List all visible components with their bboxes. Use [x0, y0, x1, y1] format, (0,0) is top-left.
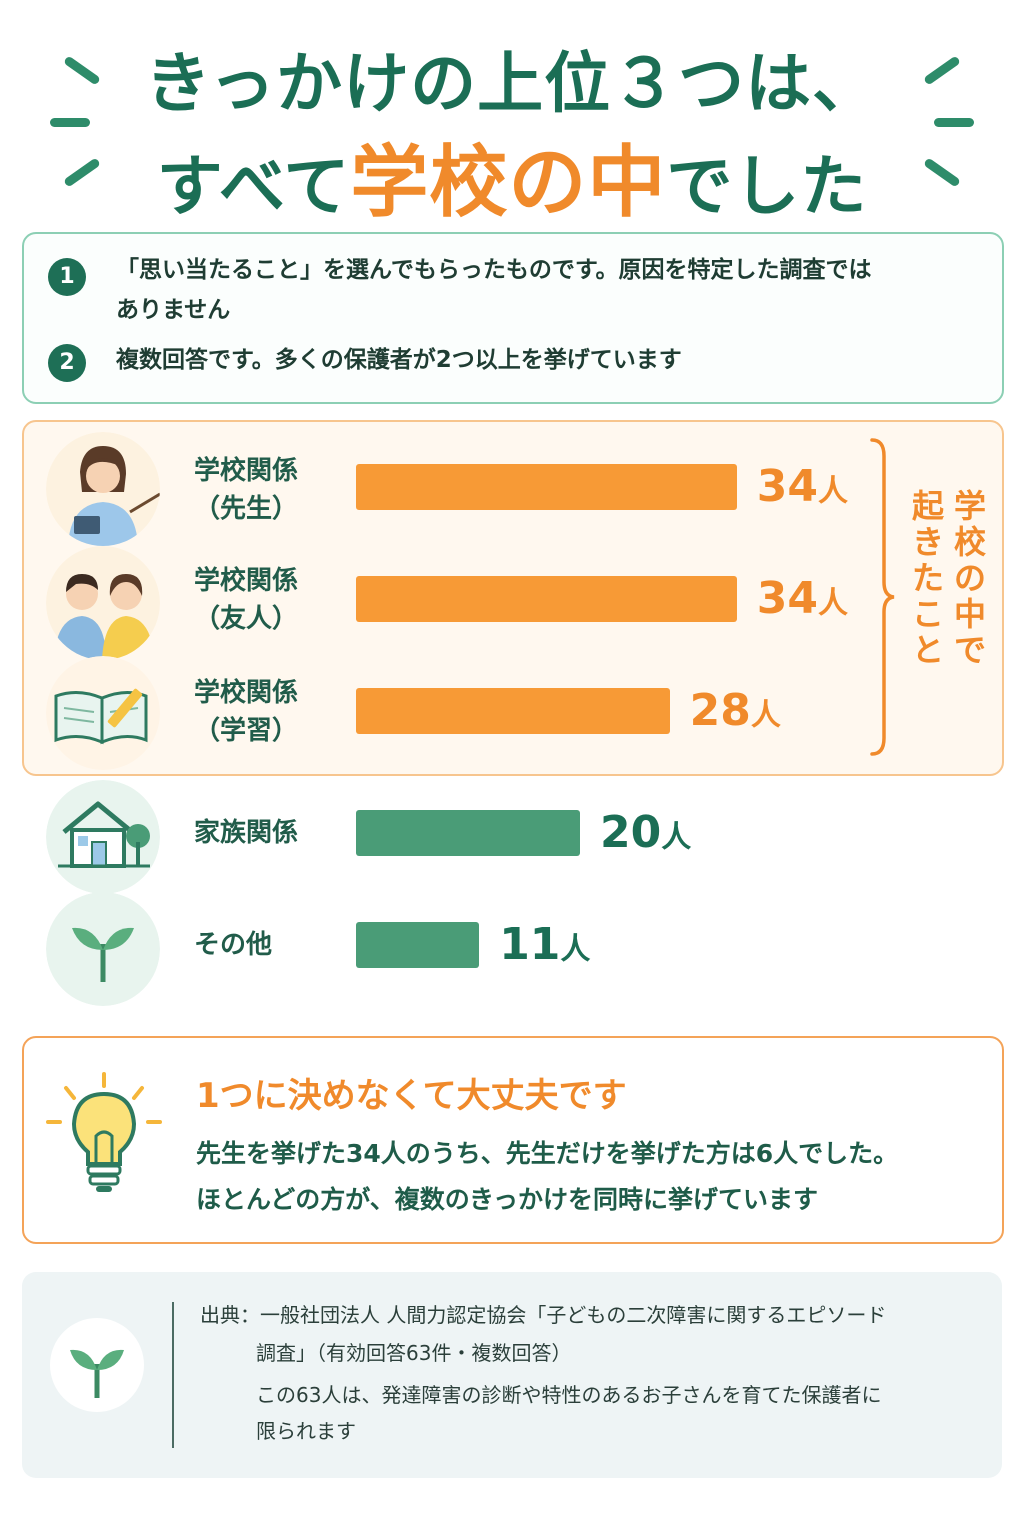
note-number-1: 1: [48, 258, 86, 296]
tip-line-1: 先生を挙げた34人のうち、先生だけを挙げた方は6人でした。: [196, 1139, 899, 1168]
note-1-line2: ありません: [116, 297, 231, 323]
source-sprout-icon: [50, 1318, 144, 1412]
source-box: [22, 1272, 1002, 1478]
tip-title: 1つに決めなくて大丈夫です: [196, 1076, 627, 1116]
bar-3: [356, 810, 580, 856]
title-pre: すべて: [156, 148, 351, 225]
source-line-4: 限られます: [256, 1419, 356, 1443]
sprout-icon: [46, 892, 160, 1006]
teacher-icon: [46, 432, 160, 546]
bar-2: [356, 688, 670, 734]
source-line-1: 出典：一般社団法人 人間力認定協会「子どもの二次障害に関するエピソード: [200, 1303, 887, 1327]
lightbulb-icon: [46, 1072, 162, 1192]
page-title-line1: きっかけの上位３つは、: [144, 45, 880, 122]
value-label-1: 34人: [756, 573, 849, 624]
category-label-3: 家族関係: [194, 818, 299, 848]
source-line-2: 調査」（有効回答63件・複数回答）: [256, 1341, 572, 1365]
sparkle-right-2: [934, 118, 974, 127]
notes-box: [22, 232, 1004, 404]
bracket-label-col1: 学校の中で: [953, 487, 986, 669]
friends-icon: [46, 546, 160, 660]
page-title-line2: すべて学校の中でした: [0, 120, 1024, 232]
value-label-0: 34人: [756, 461, 849, 512]
category-label-2: 学校関係 （学習）: [194, 678, 299, 746]
category-label-1: 学校関係 （友人）: [194, 566, 299, 634]
value-label-4: 11人: [499, 919, 591, 970]
note-number-2: 2: [48, 344, 86, 382]
note-1-line1: 「思い当たること」を選んでもらったものです。原因を特定した調査では: [116, 257, 872, 283]
note-2-line1: 複数回答です。多くの保護者が2つ以上を挙げています: [116, 347, 682, 373]
bar-0: [356, 464, 737, 510]
group-brace: [870, 438, 895, 756]
bar-1: [356, 576, 737, 622]
bar-4: [356, 922, 480, 968]
tip-box: [22, 1036, 1004, 1244]
value-label-3: 20人: [600, 807, 692, 858]
source-divider: [172, 1302, 174, 1448]
tip-line-2: ほとんどの方が、複数のきっかけを同時に挙げています: [196, 1185, 819, 1214]
source-line-3: この63人は、発達障害の診断や特性のあるお子さんを育てた保護者に: [256, 1383, 882, 1407]
house-icon: [46, 780, 160, 894]
bracket-label-col2: 起きたこと: [911, 487, 944, 669]
value-label-2: 28人: [689, 685, 781, 736]
category-label-0: 学校関係 （先生）: [194, 456, 299, 524]
title-post: でした: [666, 148, 868, 225]
title-highlight: 学校の中: [350, 138, 667, 228]
sparkle-left-2: [50, 118, 90, 127]
book-pencil-icon: [46, 656, 160, 770]
category-label-4: その他: [194, 930, 273, 960]
